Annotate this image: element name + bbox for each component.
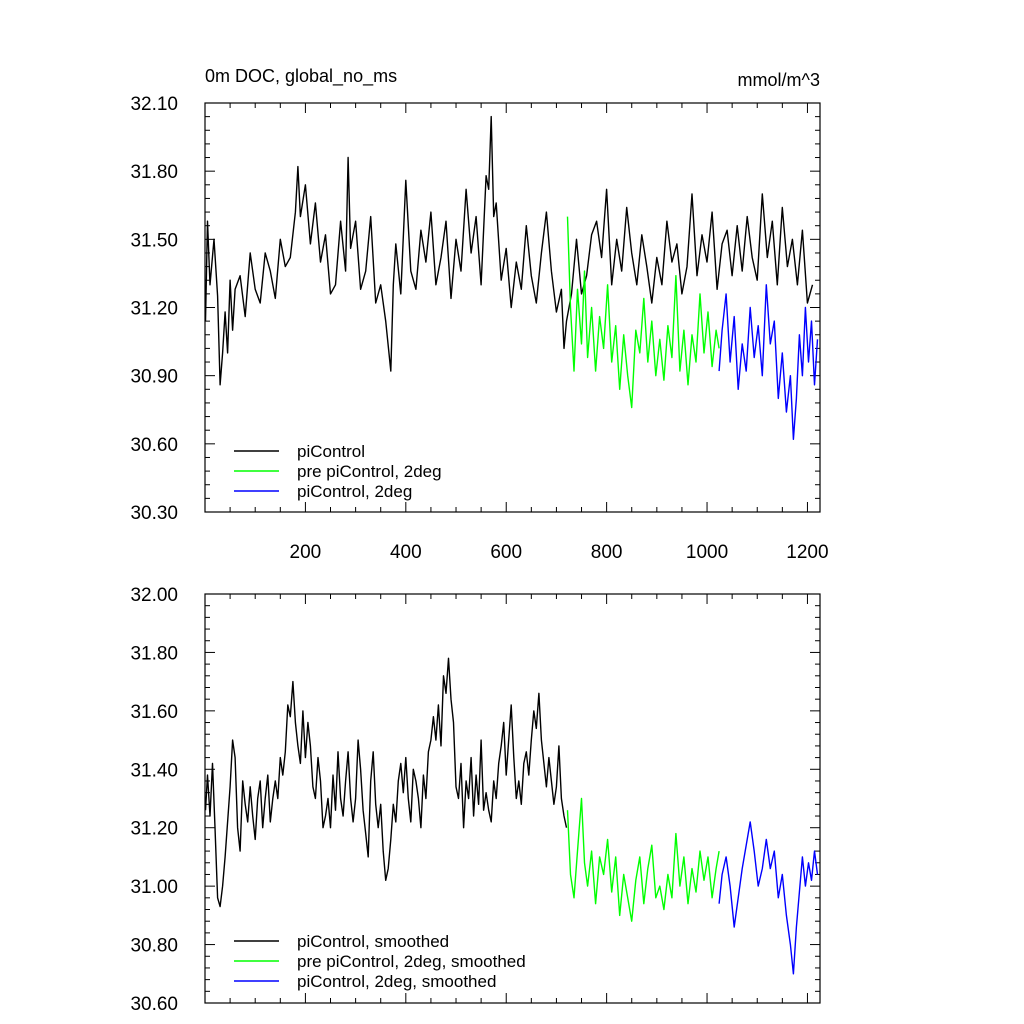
y-tick-label: 32.00 xyxy=(130,585,178,606)
legend-label-1: piControl xyxy=(297,442,365,461)
series-line-3 xyxy=(718,821,819,975)
legend-label-1: piControl, smoothed xyxy=(297,932,449,951)
plot-frame xyxy=(204,593,821,1004)
y-tick-label: 30.90 xyxy=(130,367,178,388)
y-tick-label: 30.80 xyxy=(130,936,178,957)
y-tick-label: 31.50 xyxy=(130,230,178,251)
x-tick-label: 200 xyxy=(290,542,322,563)
y-tick-label: 31.60 xyxy=(130,702,178,723)
series-line-2 xyxy=(566,797,720,922)
bottom-plot-panel: 30.60 30.80 31.00 31.20 31.40 31.60 31.80 32.00… xyxy=(130,585,821,1015)
series-line-2 xyxy=(566,216,720,409)
y-tick-label: 30.30 xyxy=(130,503,178,524)
y-tick-label: 30.60 xyxy=(130,435,178,456)
y-tick-label: 31.80 xyxy=(130,162,178,183)
series-line-1 xyxy=(204,115,814,386)
x-tick-label: 400 xyxy=(390,542,422,563)
y-tick-label: 30.60 xyxy=(130,994,178,1015)
legend-label-2: pre piControl, 2deg xyxy=(297,462,442,481)
y-tick-label: 31.20 xyxy=(130,299,178,320)
x-tick-label: 800 xyxy=(591,542,623,563)
series-line-1 xyxy=(204,657,568,908)
y-tick-label: 31.00 xyxy=(130,877,178,898)
y-tick-label: 31.20 xyxy=(130,819,178,840)
x-tick-label: 1200 xyxy=(786,542,828,563)
x-tick-label: 1000 xyxy=(686,542,728,563)
y-tick-label: 32.10 xyxy=(130,94,178,115)
y-tick-label: 31.80 xyxy=(130,643,178,664)
x-tick-label: 600 xyxy=(490,542,522,563)
legend-label-3: piControl, 2deg, smoothed xyxy=(297,972,496,991)
top-plot-panel: 30.30 30.60 30.90 31.20 31.50 31.80 32.10 200 40… xyxy=(130,94,828,563)
legend-label-2: pre piControl, 2deg, smoothed xyxy=(297,952,526,971)
series-line-3 xyxy=(718,284,819,440)
legend-label-3: piControl, 2deg xyxy=(297,482,412,501)
top-chart-units: mmol/m^3 xyxy=(738,70,820,90)
top-chart-title: 0m DOC, global_no_ms xyxy=(205,66,397,87)
y-tick-label: 31.40 xyxy=(130,760,178,781)
